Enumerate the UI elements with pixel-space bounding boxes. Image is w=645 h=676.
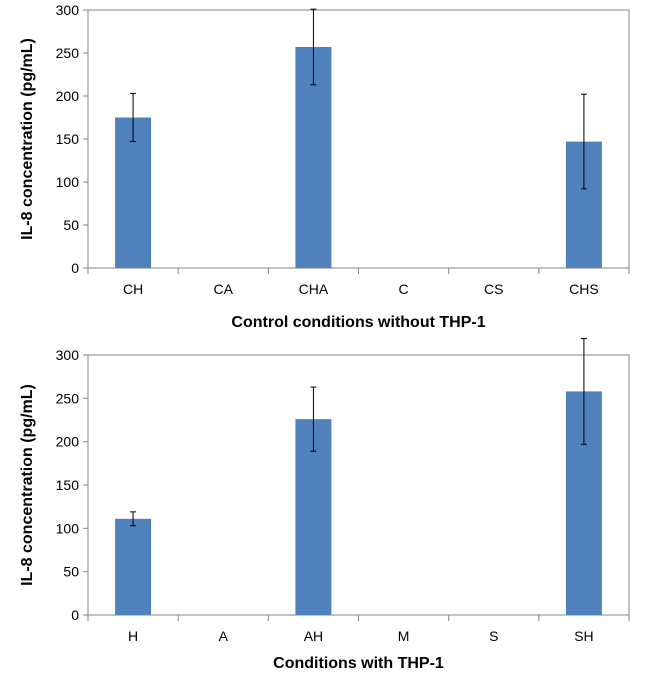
bar-AH bbox=[295, 419, 332, 615]
y-tick-label: 250 bbox=[56, 45, 80, 61]
x-axis-title: Control conditions without THP-1 bbox=[231, 314, 485, 331]
plot-area-frame bbox=[87, 9, 630, 269]
y-tick-label: 250 bbox=[56, 390, 80, 406]
x-category-label: C bbox=[399, 281, 409, 297]
y-axis-title: IL-8 concentration (pg/mL) bbox=[19, 38, 36, 240]
x-category-label: CHA bbox=[299, 281, 329, 297]
chart-control-conditions: 0 50 100 150 200 250 300 CH CA CHA C CS CHS Control c… bbox=[19, 2, 630, 331]
y-tick-label: 300 bbox=[56, 2, 80, 18]
y-tick-label: 50 bbox=[63, 217, 79, 233]
x-category-label: A bbox=[219, 628, 229, 644]
y-axis-title: IL-8 concentration (pg/mL) bbox=[19, 384, 36, 586]
y-tick-label: 100 bbox=[56, 174, 80, 190]
x-category-label: S bbox=[489, 628, 498, 644]
y-tick-label: 0 bbox=[71, 260, 79, 276]
y-tick-label: 0 bbox=[71, 607, 79, 623]
x-category-label: CA bbox=[214, 281, 234, 297]
y-tick-label: 300 bbox=[56, 347, 80, 363]
plot-area-frame bbox=[87, 354, 630, 616]
y-tick-label: 50 bbox=[63, 564, 79, 580]
y-tick-label: 100 bbox=[56, 520, 80, 536]
x-category-label: CH bbox=[123, 281, 143, 297]
y-tick-label: 200 bbox=[56, 434, 80, 450]
x-category-label: SH bbox=[574, 628, 593, 644]
x-category-label: CS bbox=[484, 281, 503, 297]
bar-H bbox=[115, 518, 152, 615]
x-axis-title: Conditions with THP-1 bbox=[273, 655, 444, 672]
y-tick-label: 150 bbox=[56, 477, 80, 493]
x-category-label: CHS bbox=[569, 281, 599, 297]
x-category-label: H bbox=[128, 628, 138, 644]
y-tick-label: 150 bbox=[56, 131, 80, 147]
bar-CH bbox=[115, 117, 152, 268]
x-category-label: M bbox=[398, 628, 410, 644]
chart-thp1-conditions: 0 50 100 150 200 250 300 H A AH M S SH Conditions wit… bbox=[19, 338, 630, 672]
x-category-label: AH bbox=[304, 628, 323, 644]
y-tick-label: 200 bbox=[56, 88, 80, 104]
